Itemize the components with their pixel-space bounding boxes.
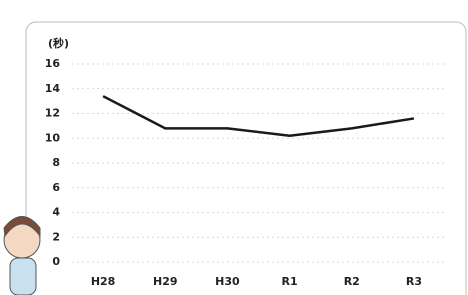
chart-frame bbox=[26, 22, 466, 295]
y-tick-label: 12 bbox=[45, 107, 60, 120]
x-tick-label: R2 bbox=[344, 275, 360, 288]
page: (秒) 0246810121416H28H29H30R1R2R3 (() => … bbox=[0, 0, 468, 295]
y-tick-label: 2 bbox=[52, 230, 60, 243]
x-tick-label: H28 bbox=[91, 275, 116, 288]
y-tick-label: 14 bbox=[45, 82, 61, 95]
chart: (秒) 0 2 4 6 8 10 12 14 16 H28 H29 H30 R1 R2 R3 bbox=[0, 0, 468, 295]
y-tick-label: 6 bbox=[52, 181, 60, 194]
y-tick-label: 10 bbox=[45, 131, 61, 144]
x-tick-label: R1 bbox=[282, 275, 298, 288]
character-illustration bbox=[4, 217, 40, 295]
y-tick-label: 16 bbox=[45, 57, 61, 70]
x-tick-label: H29 bbox=[153, 275, 178, 288]
data-line bbox=[103, 96, 414, 136]
y-axis-label: (秒) bbox=[48, 36, 69, 50]
y-tick-label: 0 bbox=[52, 255, 60, 268]
y-tick-label: 8 bbox=[52, 156, 60, 169]
y-tick-label: 4 bbox=[52, 206, 60, 219]
x-tick-label: R3 bbox=[406, 275, 422, 288]
x-tick-label: H30 bbox=[215, 275, 240, 288]
